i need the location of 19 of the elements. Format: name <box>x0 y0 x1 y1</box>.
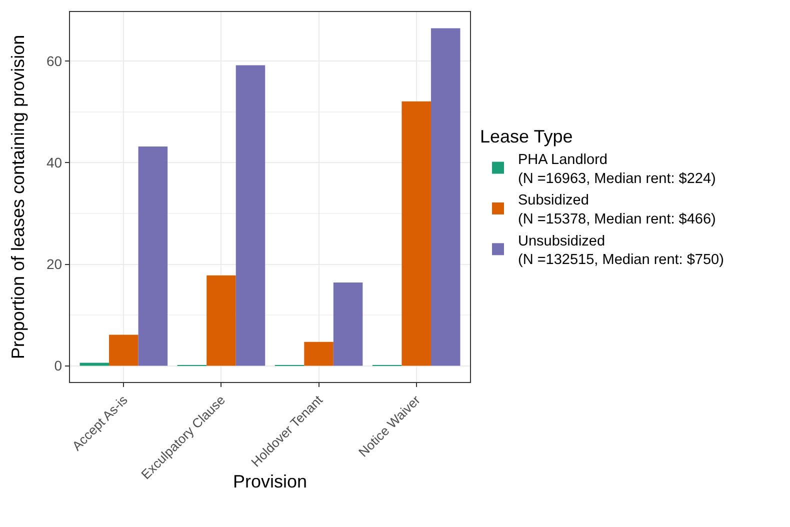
y-tick-label: 0 <box>54 358 62 374</box>
bar <box>333 282 363 366</box>
bar <box>236 65 266 366</box>
y-axis-title: Proportion of leases containing provision <box>8 34 28 360</box>
y-tick-label: 20 <box>46 256 62 272</box>
bar <box>206 275 236 366</box>
legend-label: Subsidized (N =15378, Median rent: $466) <box>518 192 716 228</box>
legend-label: Unsubsidized (N =132515, Median rent: $750) <box>518 233 724 268</box>
bar <box>80 362 110 366</box>
bar <box>304 342 334 366</box>
y-tick-label: 60 <box>46 53 62 70</box>
legend-label: PHA Landlord (N =16963, Median rent: $224) <box>518 152 716 187</box>
y-tick-label: 40 <box>46 154 62 171</box>
x-axis-title: Provision <box>232 472 308 492</box>
bar <box>402 101 431 366</box>
legend-title: Lease Type <box>480 126 573 146</box>
bar <box>138 146 168 366</box>
bar <box>109 334 138 366</box>
bar <box>430 28 460 366</box>
